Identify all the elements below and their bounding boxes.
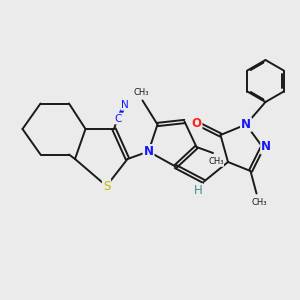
Text: C: C (115, 113, 122, 124)
Text: N: N (121, 100, 129, 110)
Text: CH₃: CH₃ (133, 88, 149, 97)
Text: S: S (103, 179, 110, 193)
Text: N: N (143, 145, 154, 158)
Text: N: N (241, 118, 251, 131)
Text: O: O (191, 116, 202, 130)
Text: N: N (261, 140, 271, 154)
Text: H: H (194, 184, 203, 197)
Text: CH₃: CH₃ (208, 158, 224, 166)
Text: CH₃: CH₃ (252, 198, 267, 207)
